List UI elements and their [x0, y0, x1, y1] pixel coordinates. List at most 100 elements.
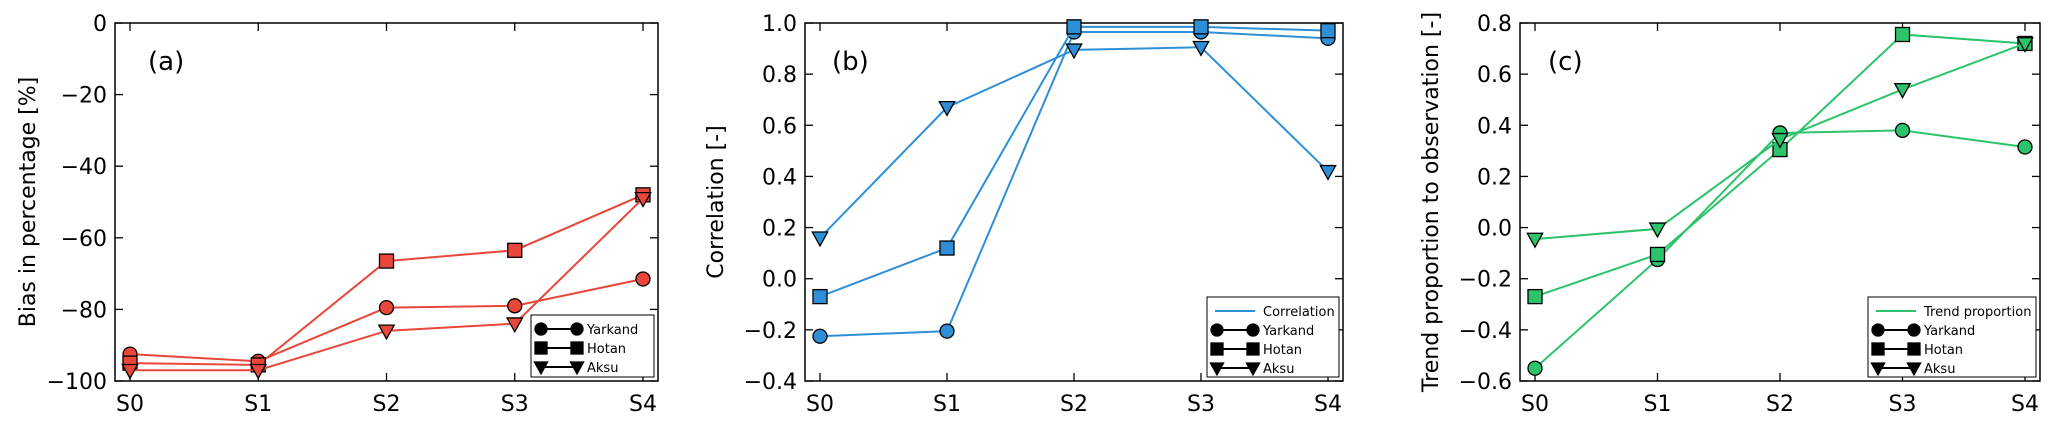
data-point-hotan [507, 242, 523, 258]
x-tick-label: S2 [1766, 392, 1794, 417]
series-line-hotan [1534, 33, 2026, 298]
y-tick-label: 0.2 [762, 217, 797, 242]
y-tick-label: 0.6 [1477, 63, 1512, 88]
y-tick-label: 0.4 [1477, 114, 1512, 139]
legend-entry: Yarkand [1262, 324, 1314, 339]
x-tick-label: S2 [1060, 392, 1088, 417]
x-tick-label: S2 [373, 392, 401, 417]
y-tick-label: −40 [61, 155, 107, 180]
data-point-hotan [1193, 19, 1209, 35]
y-tick-label: 0.4 [762, 165, 797, 190]
legend-header: Correlation [1263, 305, 1335, 320]
y-tick-label: 0.0 [762, 268, 797, 293]
legend-marker-triangle-down-icon [1906, 362, 1922, 377]
legend-marker-square-icon [1871, 342, 1885, 356]
data-point-hotan [812, 288, 828, 305]
data-point-aksu [1771, 132, 1789, 149]
legend-marker-triangle-down-icon [533, 361, 549, 376]
y-tick-label: 0.8 [762, 63, 797, 88]
series-line-aksu [819, 46, 1329, 239]
legend: Correlation Yarkand Hotan Aksu [1206, 296, 1340, 378]
panel-b: 1.0 0.8 0.6 0.4 0.2 0.0 −0.2 −0.4 S0 S1 S2 S3 S4 Corr… [704, 12, 1344, 417]
y-tick-label: −20 [61, 84, 107, 109]
x-tick-label: S4 [2011, 392, 2039, 417]
x-tick-label: S1 [933, 392, 961, 417]
data-point-aksu [1526, 232, 1544, 249]
y-axis-label: Trend proportion to observation [-] [1419, 12, 1444, 393]
x-tick-label: S3 [1889, 392, 1917, 417]
y-tick-label: −0.4 [744, 370, 797, 395]
legend-entry: Aksu [1263, 362, 1294, 377]
legend-marker-circle-icon [1246, 323, 1260, 337]
x-tick-label: S0 [1521, 392, 1549, 417]
x-tick-label: S3 [501, 392, 529, 417]
x-tick-label: S1 [1644, 392, 1672, 417]
y-axis-label: Bias in percentage [%] [16, 77, 41, 328]
x-tick-label: S4 [629, 392, 657, 417]
y-tick-label: −0.4 [1459, 319, 1512, 344]
legend-marker-square-icon [1907, 342, 1921, 356]
data-point-yarkand [378, 299, 395, 316]
y-tick-label: 0.0 [1477, 217, 1512, 242]
data-point-yarkand [507, 298, 523, 314]
x-tick-label: S0 [806, 392, 834, 417]
data-point-aksu [505, 317, 524, 334]
data-point-aksu [1319, 164, 1337, 181]
data-point-yarkand [1527, 360, 1543, 376]
legend-marker-square-icon [1246, 342, 1260, 356]
legend-marker-circle-icon [1907, 323, 1921, 337]
y-tick-label: −100 [47, 370, 107, 395]
data-point-hotan [1649, 246, 1666, 263]
data-point-aksu [121, 363, 139, 380]
legend-entry: Hotan [587, 342, 626, 357]
x-tick-label: S0 [116, 392, 144, 417]
data-point-yarkand [812, 328, 828, 344]
legend-marker-square-icon [570, 341, 584, 355]
legend-entry: Yarkand [586, 323, 638, 338]
series-line-hotan [819, 25, 1329, 298]
data-point-yarkand [939, 323, 955, 339]
y-tick-label: −0.6 [1459, 370, 1512, 395]
legend-marker-circle-icon [1871, 323, 1885, 337]
legend-marker-triangle-down-icon [569, 361, 585, 376]
legend-marker-circle-icon [534, 322, 548, 336]
panel-label: (c) [1548, 47, 1583, 77]
data-point-aksu [2016, 37, 2034, 53]
legend-entry: Hotan [1263, 343, 1302, 358]
data-point-aksu [938, 100, 956, 117]
data-point-aksu [634, 191, 652, 208]
legend-marker-square-icon [534, 341, 548, 355]
data-point-aksu [1065, 43, 1083, 60]
x-tick-label: S3 [1187, 392, 1215, 417]
legend-marker-triangle-down-icon [1209, 362, 1225, 377]
panel-label: (a) [148, 47, 184, 77]
legend-marker-circle-icon [1210, 323, 1224, 337]
legend-entry: Aksu [587, 361, 618, 376]
data-point-aksu [1192, 40, 1210, 57]
data-point-aksu [811, 231, 829, 248]
data-point-hotan [1066, 19, 1082, 35]
x-tick-label: S4 [1314, 392, 1342, 417]
legend: Trend proportion Yarkand Hotan Aksu [1867, 296, 2037, 378]
data-point-hotan [1894, 26, 1911, 43]
y-tick-label: 0.2 [1477, 165, 1512, 190]
data-point-aksu [1893, 83, 1912, 99]
series-line-yarkand [819, 30, 1329, 338]
y-tick-label: −80 [61, 298, 107, 323]
y-tick-label: −0.2 [1459, 268, 1512, 293]
y-tick-label: 0.8 [1477, 12, 1512, 37]
legend: Yarkand Hotan Aksu [530, 314, 655, 378]
legend-marker-circle-icon [570, 322, 584, 336]
legend-header: Trend proportion [1923, 305, 2031, 320]
y-tick-label: 0.6 [762, 114, 797, 139]
legend-entry: Aksu [1924, 362, 1955, 377]
data-point-aksu [1648, 222, 1667, 239]
legend-marker-square-icon [1210, 342, 1224, 356]
data-point-yarkand [2017, 139, 2033, 155]
data-point-hotan [1527, 288, 1543, 305]
legend-marker-triangle-down-icon [1870, 362, 1886, 377]
panel-label: (b) [832, 47, 869, 77]
y-tick-label: −0.2 [744, 319, 797, 344]
data-point-hotan [939, 240, 955, 256]
